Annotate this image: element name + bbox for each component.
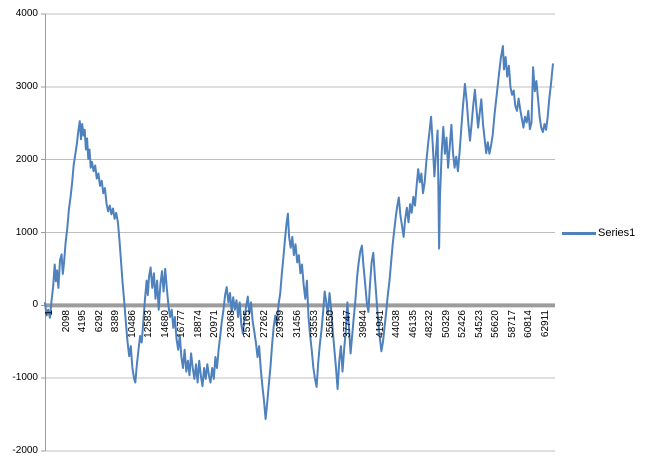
x-axis-tick-label: 60814 <box>523 310 535 339</box>
series-plot-svg <box>41 13 555 452</box>
x-axis-tick-label: 62911 <box>540 310 551 338</box>
x-axis-tick-label: 48232 <box>424 310 436 339</box>
x-axis-tick-label: 27262 <box>258 310 270 339</box>
x-axis-tick-label: 58717 <box>506 310 518 339</box>
x-axis-tick-label: 6292 <box>93 310 105 333</box>
x-axis-tick-label: 35650 <box>325 310 337 339</box>
x-axis-tick-label: 8389 <box>110 310 122 333</box>
y-axis-tick-label: 4000 <box>15 8 38 19</box>
x-axis-tick-label: 44038 <box>391 310 403 339</box>
legend-label: Series1 <box>598 227 636 239</box>
x-axis-tick-label: 18874 <box>192 310 204 339</box>
x-axis-tick-label: 4195 <box>77 310 89 333</box>
legend-line-sample <box>562 231 596 235</box>
x-axis-tick-label: 41941 <box>374 310 386 339</box>
x-axis-tick-label: 54523 <box>473 310 485 339</box>
x-axis-tick-label: 39844 <box>358 310 370 339</box>
x-axis-tick-label: 52426 <box>457 310 469 339</box>
x-axis-tick-label: 1 <box>44 310 55 316</box>
x-axis-tick-label: 37747 <box>341 310 353 339</box>
x-axis-tick-label: 50329 <box>440 310 452 339</box>
x-axis-tick-label: 16777 <box>176 310 188 339</box>
y-axis-tick-label: 0 <box>32 299 38 311</box>
x-axis-tick-label: 56620 <box>490 310 502 339</box>
x-axis-tick-label: 33553 <box>308 310 320 339</box>
plot-area <box>41 13 555 452</box>
x-axis-tick-label: 46135 <box>407 310 419 339</box>
x-axis-tick-label: 31456 <box>292 310 303 339</box>
x-axis-tick-label: 29359 <box>275 310 287 339</box>
x-axis-tick-label: 23068 <box>225 310 237 339</box>
x-axis-tick-label: 14680 <box>159 310 171 339</box>
y-axis-tick-label: -1000 <box>12 372 38 384</box>
y-axis-tick-label: 3000 <box>15 80 38 92</box>
x-axis-tick-label: 25165 <box>242 310 254 339</box>
x-axis-tick-label: 12583 <box>143 310 155 339</box>
y-axis-tick-label: 1000 <box>15 226 38 238</box>
y-axis-tick-label: -2000 <box>12 445 38 456</box>
y-axis-tick-label: 2000 <box>15 153 38 165</box>
x-axis-tick-label: 10486 <box>126 310 138 339</box>
x-axis-tick-label: 2098 <box>60 310 72 333</box>
series1-line <box>44 45 554 420</box>
x-axis-tick-label: 20971 <box>209 310 221 339</box>
legend: Series1 <box>562 227 635 239</box>
